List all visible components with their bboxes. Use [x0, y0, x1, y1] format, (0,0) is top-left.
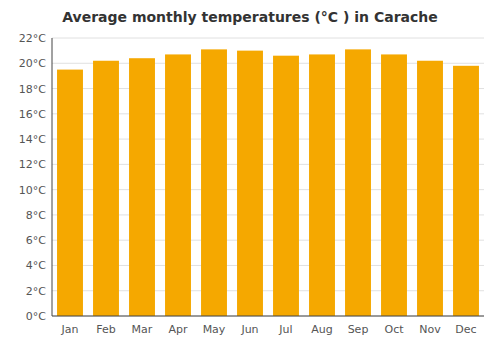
grid: [52, 38, 484, 316]
y-tick-label: 16°C: [19, 108, 46, 121]
bar: [129, 58, 155, 316]
chart-title: Average monthly temperatures (°C ) in Ca…: [62, 9, 438, 25]
y-tick-label: 20°C: [19, 57, 46, 70]
y-tick-label: 4°C: [26, 259, 46, 272]
bar: [201, 49, 227, 316]
x-tick-label: Sep: [348, 323, 369, 336]
y-tick-label: 14°C: [19, 133, 46, 146]
y-tick-label: 6°C: [26, 234, 46, 247]
bar: [417, 61, 443, 316]
bar: [237, 51, 263, 316]
bar: [93, 61, 119, 316]
x-axis: Jan Feb Mar Apr May Jun Jul Aug Sep Oct Nov Dec: [61, 323, 477, 336]
y-tick-label: 2°C: [26, 285, 46, 298]
y-tick-label: 22°C: [19, 32, 46, 45]
chart-container: Average monthly temperatures (°C ) in Ca…: [0, 0, 500, 350]
x-tick-label: Oct: [384, 323, 404, 336]
x-tick-label: Nov: [419, 323, 441, 336]
y-tick-label: 0°C: [26, 310, 46, 323]
grid-line: [52, 316, 484, 317]
x-tick-label: Jun: [240, 323, 258, 336]
y-tick-label: 8°C: [26, 209, 46, 222]
y-tick-label: 18°C: [19, 83, 46, 96]
x-tick-label: Jul: [278, 323, 292, 336]
bar: [273, 56, 299, 316]
y-axis: 0°C 2°C 4°C 6°C 8°C 10°C 12°C 14°C 16°C 18°C 20°C 2…: [19, 32, 46, 323]
bar: [345, 49, 371, 316]
grid-line: [52, 38, 484, 39]
bar: [165, 54, 191, 316]
y-tick-label: 10°C: [19, 184, 46, 197]
bar: [453, 66, 479, 316]
x-tick-label: Aug: [311, 323, 332, 336]
x-tick-label: Feb: [96, 323, 115, 336]
x-tick-label: Jan: [61, 323, 79, 336]
bars: [57, 49, 479, 316]
chart-svg: Average monthly temperatures (°C ) in Ca…: [0, 0, 500, 350]
bar: [57, 70, 83, 316]
y-axis-line: [52, 38, 53, 316]
x-tick-label: Mar: [132, 323, 153, 336]
bar: [309, 54, 335, 316]
bar: [381, 54, 407, 316]
x-tick-label: May: [203, 323, 226, 336]
x-axis-line: [52, 316, 484, 317]
x-tick-label: Apr: [168, 323, 188, 336]
x-tick-label: Dec: [455, 323, 476, 336]
y-tick-label: 12°C: [19, 158, 46, 171]
